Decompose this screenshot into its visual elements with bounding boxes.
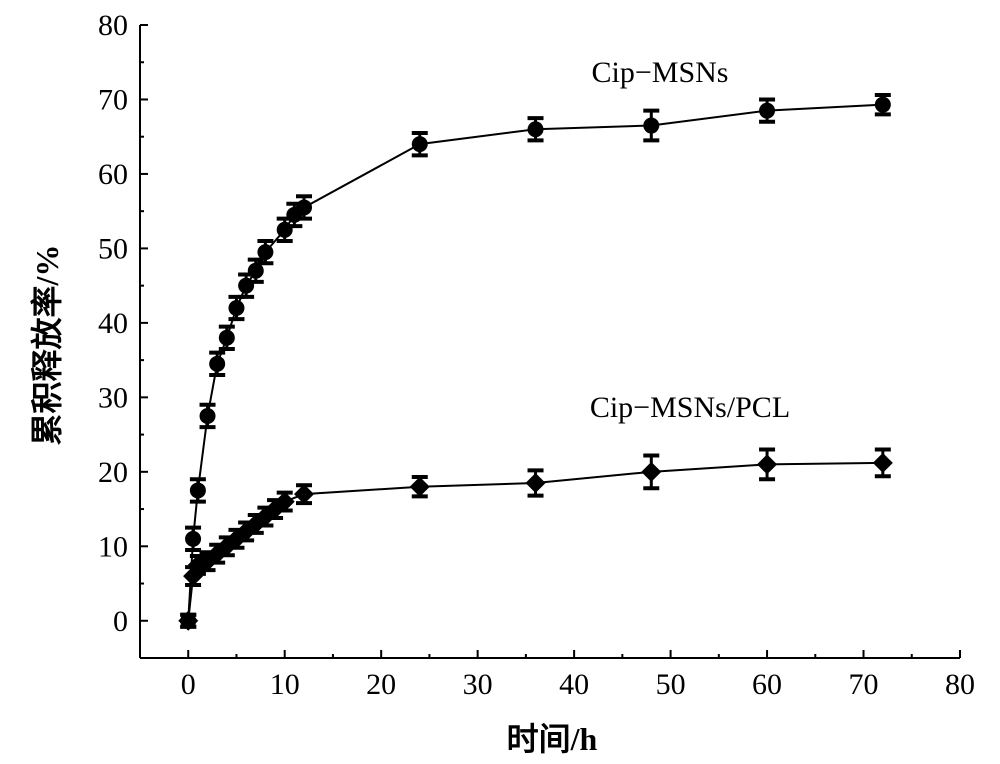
x-tick-label: 20: [366, 668, 396, 701]
data-point: [185, 530, 202, 547]
y-tick-label: 20: [98, 456, 128, 489]
x-tick-label: 10: [270, 668, 300, 701]
y-tick-label: 40: [98, 307, 128, 340]
data-point: [409, 476, 430, 497]
series-label-cip-msns: Cip−MSNs: [592, 56, 729, 89]
data-point: [874, 96, 891, 113]
y-tick-label: 60: [98, 158, 128, 191]
data-point: [757, 454, 778, 475]
data-point: [257, 244, 274, 261]
x-tick-label: 0: [181, 668, 196, 701]
y-tick-label: 50: [98, 232, 128, 265]
x-tick-label: 60: [752, 668, 782, 701]
series-label-cip-msns-pcl: Cip−MSNs/PCL: [590, 391, 790, 424]
series-cip-msns: [180, 93, 891, 629]
series-line: [187, 103, 883, 621]
data-point: [294, 484, 314, 505]
data-point: [199, 407, 216, 424]
y-tick-label: 30: [98, 381, 128, 414]
data-point: [411, 136, 428, 153]
x-tick-label: 70: [849, 668, 879, 701]
data-point: [527, 121, 544, 138]
data-point: [189, 482, 206, 499]
data-point: [228, 299, 245, 316]
data-point: [872, 452, 893, 473]
x-tick-label: 40: [559, 668, 589, 701]
y-tick-label: 70: [98, 83, 128, 116]
series-cip-msns-pcl: [178, 447, 893, 631]
data-point: [218, 329, 235, 346]
data-point: [643, 117, 660, 134]
x-tick-label: 30: [463, 668, 493, 701]
data-point: [641, 461, 662, 482]
x-tick-label: 50: [656, 668, 686, 701]
y-tick-label: 80: [98, 9, 128, 42]
axes: 0 10 20 30 40 50 60 70 80 0 10 20 30 40 50 60 70 80: [98, 9, 975, 701]
series-layer: [178, 93, 893, 631]
x-tick-label: 80: [945, 668, 975, 701]
data-point: [178, 610, 199, 631]
data-point: [296, 199, 312, 216]
y-axis-label: 累积释放率/%: [29, 245, 65, 446]
y-tick-label: 0: [113, 605, 128, 638]
data-point: [274, 491, 295, 512]
y-tick-label: 10: [98, 530, 128, 563]
x-axis-label: 时间/h: [507, 721, 598, 757]
data-point: [247, 262, 264, 279]
data-point: [209, 355, 226, 372]
data-point: [759, 102, 776, 119]
data-point: [525, 472, 546, 493]
